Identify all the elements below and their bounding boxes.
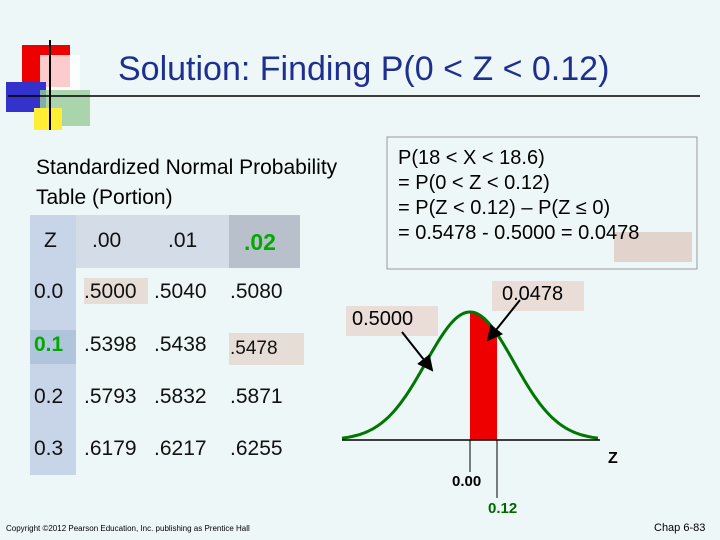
arrow (486, 299, 521, 342)
arrow (401, 331, 434, 372)
right-label: 0.0478 (502, 283, 564, 305)
table-cell: 0.3 (34, 437, 64, 460)
normal-curve (341, 299, 600, 498)
table-cell: .6217 (154, 437, 207, 460)
table-header-highlight (229, 215, 300, 268)
equation: = P(0 < Z < 0.12) (398, 172, 550, 194)
left-label: 0.5000 (352, 308, 414, 330)
table-cell: .01 (168, 229, 198, 252)
table-cell: .5871 (230, 385, 283, 408)
table-cell: .6179 (84, 437, 137, 460)
deco-yellow (34, 108, 62, 130)
table-cell: .6255 (230, 437, 283, 460)
table-cell: 0.2 (34, 385, 64, 408)
table-cell: .5000 (84, 280, 137, 303)
deco-blue (6, 82, 46, 112)
equation: = P(Z < 0.12) – P(Z ≤ 0) (398, 197, 611, 219)
page-number: Chap 6-83 (654, 522, 706, 534)
deco-white (40, 55, 80, 95)
row-highlight (30, 330, 76, 364)
table-cell: .00 (92, 229, 122, 252)
cell-highlight (84, 278, 148, 304)
table-cell: .5438 (154, 333, 207, 356)
tick-label: 0.12 (488, 500, 518, 517)
table-cell: .5040 (154, 280, 207, 303)
equation: P(18 < X < 18.6) (398, 147, 545, 169)
table-cell: .5793 (84, 385, 137, 408)
caption: Standardized Normal Probability (36, 156, 338, 179)
result-highlight (614, 232, 692, 262)
title: Solution: Finding P(0 < Z < 0.12) (118, 50, 610, 88)
table-cell: .02 (244, 229, 276, 255)
shaded-area (470, 312, 497, 440)
curve-line (341, 310, 599, 440)
label-highlight (346, 306, 438, 336)
equation-text: = 0.5478 - 0.5000 = (398, 222, 573, 244)
table-cell: 0.1 (34, 333, 64, 356)
equations: P(18 < X < 18.6) = P(0 < Z < 0.12) = P(Z… (398, 146, 639, 246)
cell-highlight (229, 333, 304, 365)
label-highlight (492, 281, 584, 311)
axis-label: Z (608, 450, 618, 467)
table-cell: .5080 (230, 280, 283, 303)
table-cell: 0.0 (34, 280, 64, 303)
equation-result: 0.0478 (578, 222, 640, 244)
table-cell: .5398 (84, 333, 137, 356)
tick-label: 0.00 (452, 473, 482, 490)
copyright: Copyright ©2012 Pearson Education, Inc. … (6, 524, 250, 533)
caption: Table (Portion) (36, 186, 173, 209)
table-cell: .5478 (230, 338, 278, 359)
equation: = 0.5478 - 0.5000 = 0.0478 (398, 221, 639, 246)
table-cell: .5832 (154, 385, 207, 408)
table-cell: Z (44, 229, 57, 252)
